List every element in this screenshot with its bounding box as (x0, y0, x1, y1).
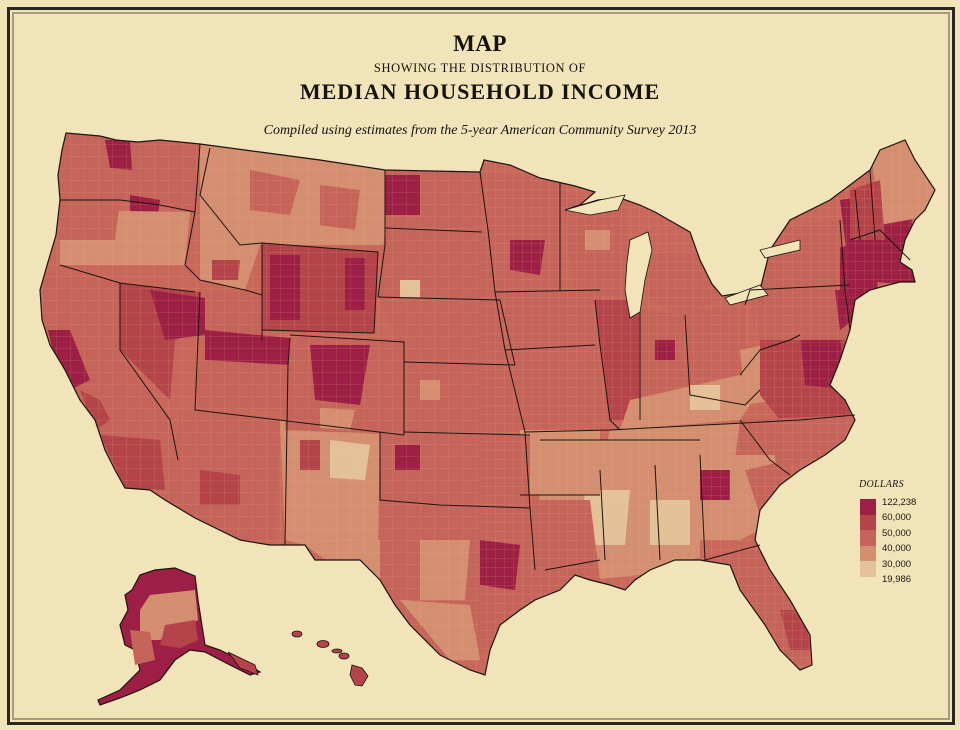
state-boundaries (59, 143, 911, 571)
legend-swatch-5 (860, 561, 876, 577)
legend-label-6: 19,986 (882, 574, 912, 585)
title-map: MAP (453, 31, 507, 56)
legend-label-4: 40,000 (882, 543, 912, 554)
map-frame-outer (7, 7, 955, 725)
subtitle: Compiled using estimates from the 5-year… (263, 123, 697, 138)
legend-label-1: 122,238 (882, 497, 917, 508)
legend-label-3: 50,000 (882, 528, 912, 539)
legend-swatch-2 (860, 515, 876, 531)
legend-label-5: 30,000 (882, 559, 912, 570)
alaska-inset (97, 567, 262, 706)
title-showing: SHOWING THE DISTRIBUTION OF (373, 61, 587, 75)
legend: DOLLARS 122,238 60,000 50,000 40,000 30,… (858, 479, 938, 585)
map-frame-inner (12, 12, 950, 720)
hawaii-inset (291, 630, 369, 687)
legend-swatch-1 (860, 499, 876, 515)
legend-swatch-4 (860, 546, 876, 562)
title-main: MEDIAN HOUSEHOLD INCOME (299, 79, 661, 104)
title-block: MAP SHOWING THE DISTRIBUTION OF MEDIAN H… (0, 30, 960, 140)
legend-swatch-3 (860, 530, 876, 546)
legend-title: DOLLARS (859, 479, 904, 490)
legend-label-2: 60,000 (882, 512, 912, 523)
